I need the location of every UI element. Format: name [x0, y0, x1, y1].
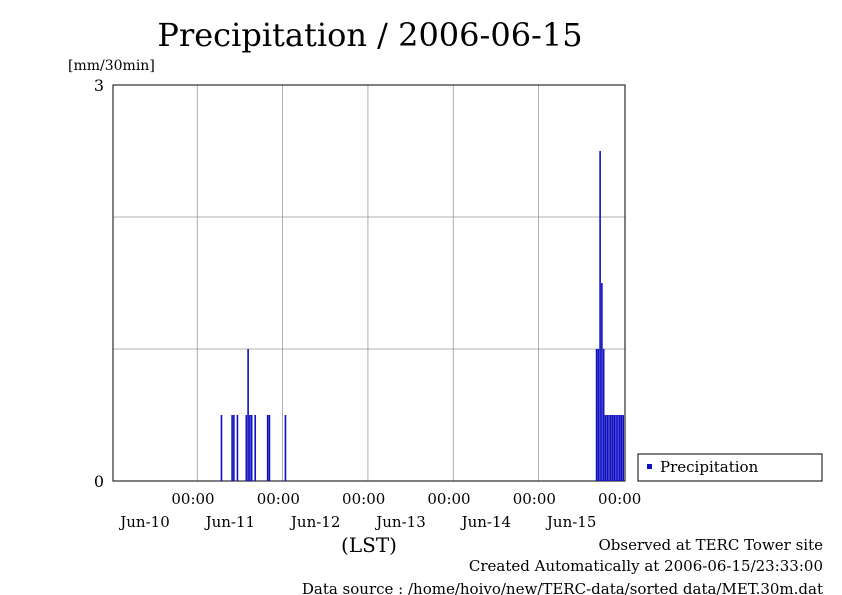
x-tick-date-label: Jun-12	[289, 513, 341, 531]
precipitation-bar	[597, 349, 600, 481]
precipitation-bar	[250, 415, 253, 481]
precipitation-bar	[615, 415, 617, 481]
x-tick-date-label: Jun-10	[118, 513, 170, 531]
precipitation-bar	[608, 415, 610, 481]
precipitation-bar	[249, 415, 251, 481]
x-tick-labels: 00:00Jun-1000:00Jun-1100:00Jun-1200:00Ju…	[118, 490, 641, 531]
legend: Precipitation	[637, 453, 823, 482]
precipitation-bar	[620, 415, 623, 481]
precipitation-bar	[231, 415, 233, 481]
x-tick-time-label: 00:00	[513, 490, 556, 508]
precipitation-bar	[618, 415, 621, 481]
x-tick-date-label: Jun-14	[460, 513, 512, 531]
x-tick-date-label: Jun-11	[204, 513, 256, 531]
chart-title: Precipitation / 2006-06-15	[157, 16, 582, 54]
precipitation-bar	[609, 415, 612, 481]
precipitation-bar	[266, 415, 269, 481]
precipitation-bar	[602, 349, 605, 481]
precipitation-bar	[601, 283, 603, 481]
precipitation-bar	[220, 415, 223, 481]
x-tick-time-label: 00:00	[171, 490, 214, 508]
plot-area-frame	[112, 84, 626, 482]
x-tick-date-label: Jun-15	[545, 513, 597, 531]
precipitation-bar	[245, 415, 248, 481]
legend-marker	[647, 464, 652, 469]
precipitation-bar	[622, 415, 625, 481]
precipitation-bar	[236, 415, 239, 481]
y-tick-label-bottom: 0	[94, 472, 104, 491]
x-tick-time-label: 00:00	[598, 490, 641, 508]
precipitation-bar	[254, 415, 257, 481]
precipitation-bar	[613, 415, 616, 481]
footer-observed-at: Observed at TERC Tower site	[598, 536, 823, 554]
legend-box	[637, 453, 823, 482]
x-tick-time-label: 00:00	[257, 490, 300, 508]
footer-data-source: Data source : /home/hoivo/new/TERC-data/…	[302, 580, 823, 595]
grid-lines	[113, 85, 625, 481]
y-axis-unit-label: [mm/30min]	[68, 58, 155, 74]
x-tick-time-label: 00:00	[342, 490, 385, 508]
precipitation-bar	[268, 415, 271, 481]
precipitation-bar	[604, 415, 607, 481]
x-tick-time-label: 00:00	[427, 490, 470, 508]
footer-created: Created Automatically at 2006-06-15/23:3…	[469, 557, 823, 575]
precipitation-bar	[611, 415, 614, 481]
precipitation-bar	[599, 151, 601, 481]
precipitation-bar	[247, 349, 249, 481]
precipitation-bar	[595, 349, 598, 481]
precipitation-bar	[617, 415, 619, 481]
x-axis-label: (LST)	[341, 533, 397, 557]
legend-label: Precipitation	[660, 458, 759, 476]
x-tick-date-label: Jun-13	[374, 513, 426, 531]
precipitation-bar	[233, 415, 235, 481]
y-tick-label-top: 3	[94, 76, 104, 95]
precipitation-bars	[220, 151, 625, 481]
precipitation-bar	[284, 415, 287, 481]
precipitation-bar	[606, 415, 609, 481]
